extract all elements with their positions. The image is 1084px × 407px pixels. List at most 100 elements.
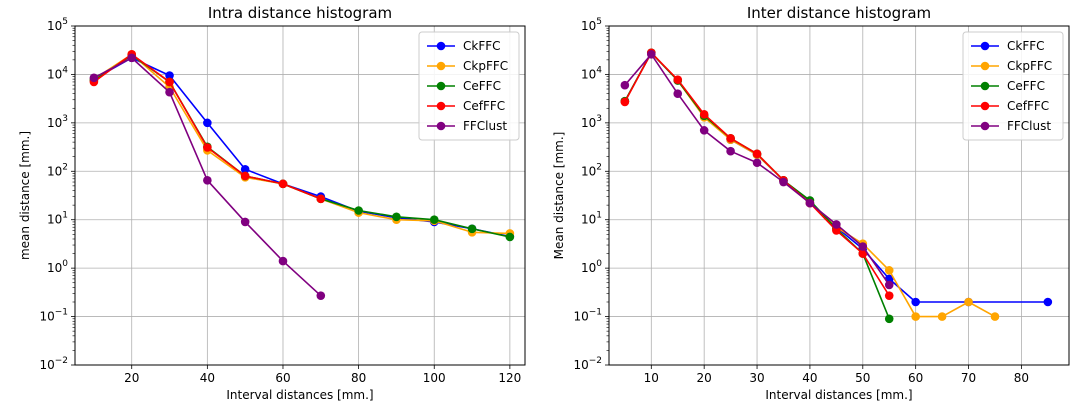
inter-point-ffclust (620, 80, 630, 90)
intra-y-tick-label: 102 (47, 162, 68, 178)
intra-y-tick-label: 104 (47, 65, 68, 81)
inter-y-tick-label: 100 (581, 259, 602, 275)
inter-x-axis-label: Interval distances [mm.] (765, 388, 912, 402)
intra-x-tick-label: 60 (275, 371, 290, 385)
inter-point-ckffc (1043, 297, 1053, 307)
intra-chart-title: Intra distance histogram (208, 4, 392, 22)
inter-point-cefffc (699, 110, 709, 119)
inter-legend-marker-cefffc (980, 101, 990, 111)
intra-y-axis-label: mean distance [mm.] (18, 131, 32, 260)
intra-point-ceffc (392, 212, 401, 222)
intra-legend-label-ckpffc: CkpFFC (463, 59, 508, 73)
intra-point-cefffc (165, 77, 174, 87)
inter-point-cefffc (752, 149, 762, 159)
inter-point-ffclust (832, 220, 841, 229)
inter-point-cefffc (620, 97, 630, 107)
intra-y-tick-label: 10−2 (39, 356, 68, 372)
intra-x-tick-label: 100 (423, 371, 446, 385)
intra-legend-marker-ceffc (436, 81, 446, 91)
intra-point-ckffc (240, 164, 250, 174)
inter-point-ckpffc (911, 312, 920, 321)
inter-point-ckpffc (964, 297, 973, 307)
inter-point-ffclust (752, 158, 762, 168)
intra-point-cefffc (203, 143, 212, 152)
intra-legend-label-ckffc: CkFFC (463, 39, 501, 53)
intra-point-ckffc (203, 118, 212, 128)
intra-point-ffclust (89, 73, 99, 83)
intra-x-tick-label: 80 (351, 371, 366, 385)
intra-point-cefffc (240, 171, 250, 181)
inter-y-tick-label: 10−1 (573, 308, 602, 324)
intra-y-tick-label: 101 (47, 211, 68, 227)
inter-y-tick-label: 10−2 (573, 356, 602, 372)
intra-y-tick-label: 10−1 (39, 308, 68, 324)
intra-legend-label-ffclust: FFClust (463, 119, 507, 133)
intra-x-tick-label: 40 (200, 371, 215, 385)
inter-distance-chart: 10 20 30 40 50 60 70 80 10−2 10−1 100 101 102 103 104 1… (552, 4, 1070, 402)
intra-legend-marker-ffclust (436, 121, 446, 131)
intra-legend-marker-cefffc (436, 101, 446, 111)
inter-legend-marker-ceffc (980, 81, 990, 91)
intra-legend-box (418, 31, 520, 141)
inter-y-tick-label: 105 (581, 17, 602, 33)
inter-chart-title: Inter distance histogram (747, 4, 931, 22)
inter-point-ffclust (884, 280, 894, 290)
inter-legend-marker-ffclust (980, 121, 990, 131)
intra-point-ffclust (165, 87, 174, 97)
inter-point-cefffc (858, 249, 868, 258)
inter-legend-label-cefffc: CefFFC (1007, 99, 1049, 113)
intra-y-tick-label: 103 (47, 114, 68, 130)
inter-x-tick-label: 50 (855, 371, 870, 385)
inter-y-axis-label: Mean distance [mm.] (552, 132, 566, 260)
inter-y-tick-label: 104 (581, 65, 602, 81)
inter-point-ffclust (858, 242, 868, 251)
intra-legend-marker-ckffc (436, 41, 446, 51)
intra-axes-frame (74, 25, 526, 366)
inter-point-ffclust (805, 198, 815, 208)
inter-point-ckpffc (884, 266, 894, 275)
inter-point-ffclust (726, 146, 735, 156)
inter-x-tick-label: 40 (802, 371, 817, 385)
inter-y-tick-label: 101 (581, 211, 602, 227)
inter-point-ceffc (884, 314, 894, 324)
intra-point-cefffc (316, 194, 326, 204)
intra-legend-label-cefffc: CefFFC (463, 99, 505, 113)
intra-point-ffclust (278, 256, 288, 266)
intra-distance-chart: 20 40 60 80 100 120 10−2 10−1 100 101 102 103 104 105… (18, 4, 526, 402)
inter-x-tick-label: 10 (644, 371, 659, 385)
intra-legend-label-ceffc: CeFFC (463, 79, 501, 93)
inter-point-cefffc (726, 133, 735, 143)
intra-point-ffclust (316, 291, 326, 300)
intra-point-ffclust (240, 217, 250, 227)
intra-y-tick-label: 100 (47, 259, 68, 275)
inter-point-ckpffc (990, 312, 1000, 321)
intra-y-tick-label: 105 (47, 17, 68, 33)
inter-point-cefffc (832, 226, 841, 235)
inter-legend-box (962, 31, 1064, 141)
inter-point-cefffc (673, 75, 683, 84)
intra-point-ckffc (165, 71, 174, 80)
intra-x-tick-label: 20 (124, 371, 139, 385)
intra-point-ffclust (127, 53, 137, 63)
inter-x-tick-label: 80 (1014, 371, 1029, 385)
intra-legend-marker-ckpffc (436, 61, 446, 71)
inter-x-tick-label: 60 (908, 371, 923, 385)
inter-y-tick-label: 102 (581, 162, 602, 178)
inter-legend-label-ckffc: CkFFC (1007, 39, 1045, 53)
inter-legend-label-ceffc: CeFFC (1007, 79, 1045, 93)
intra-point-ceffc (429, 215, 439, 225)
inter-axes-frame (608, 25, 1070, 366)
inter-y-tick-label: 103 (581, 114, 602, 130)
intra-point-ceffc (505, 232, 515, 242)
inter-point-ckpffc (937, 312, 947, 321)
inter-point-ffclust (646, 50, 656, 59)
intra-x-tick-label: 120 (498, 371, 521, 385)
intra-point-cefffc (278, 179, 288, 189)
intra-point-ffclust (203, 176, 212, 185)
inter-x-tick-label: 20 (697, 371, 712, 385)
inter-legend-label-ffclust: FFClust (1007, 119, 1051, 133)
inter-point-ffclust (779, 177, 788, 187)
intra-point-ceffc (354, 206, 363, 215)
inter-legend-label-ckpffc: CkpFFC (1007, 59, 1052, 73)
